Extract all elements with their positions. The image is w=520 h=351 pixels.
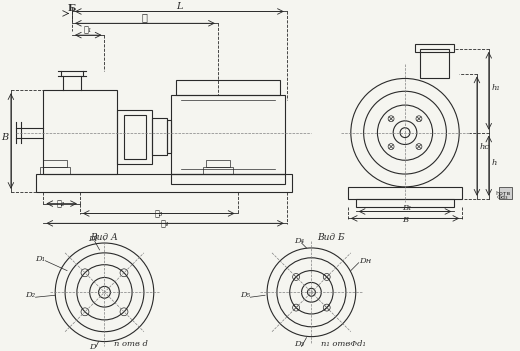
Text: D₅: D₅: [240, 291, 250, 299]
Text: hc: hc: [480, 144, 490, 151]
Bar: [172, 174, 285, 184]
Text: h₁: h₁: [492, 84, 500, 92]
Bar: [206, 160, 230, 167]
Text: n отв d: n отв d: [114, 340, 148, 349]
Text: Вид Б: Вид Б: [317, 233, 345, 242]
Text: B₁: B₁: [402, 204, 412, 212]
Text: ℓ₄: ℓ₄: [160, 220, 169, 228]
Text: ℓ₂: ℓ₂: [57, 200, 66, 208]
Bar: [43, 160, 67, 167]
Text: D₂: D₂: [25, 291, 35, 299]
Text: Dl: Dl: [88, 235, 97, 243]
Text: ℓ₁: ℓ₁: [84, 26, 92, 34]
Text: Φd₃: Φd₃: [497, 195, 509, 200]
Text: ℓ₃: ℓ₃: [154, 210, 163, 218]
Text: Вид А: Вид А: [90, 233, 119, 242]
Bar: [348, 187, 462, 199]
Bar: [35, 174, 292, 192]
Bar: [420, 49, 449, 79]
Text: Б: Б: [67, 5, 75, 13]
Text: h: h: [492, 159, 497, 167]
Text: D₄: D₄: [294, 237, 305, 245]
Bar: [152, 118, 166, 155]
Bar: [356, 199, 454, 206]
Bar: [203, 167, 232, 174]
Bar: [172, 95, 285, 174]
Bar: [124, 115, 146, 159]
Bar: [166, 120, 172, 153]
Text: В: В: [1, 133, 8, 141]
Bar: [176, 80, 280, 95]
Text: D₁: D₁: [35, 255, 45, 263]
Text: B: B: [402, 216, 408, 224]
Text: L: L: [176, 1, 183, 11]
Bar: [118, 110, 152, 164]
Bar: [41, 167, 70, 174]
Bar: [43, 90, 118, 174]
Text: ℓ: ℓ: [142, 13, 148, 22]
Text: n₁ отвΦd₁: n₁ отвΦd₁: [321, 340, 366, 349]
Bar: [499, 187, 512, 199]
Text: D: D: [89, 343, 96, 351]
Bar: [415, 44, 454, 52]
Text: D₃: D₃: [294, 340, 305, 349]
Text: hотв: hотв: [495, 191, 510, 196]
Text: Dн: Dн: [359, 257, 371, 265]
